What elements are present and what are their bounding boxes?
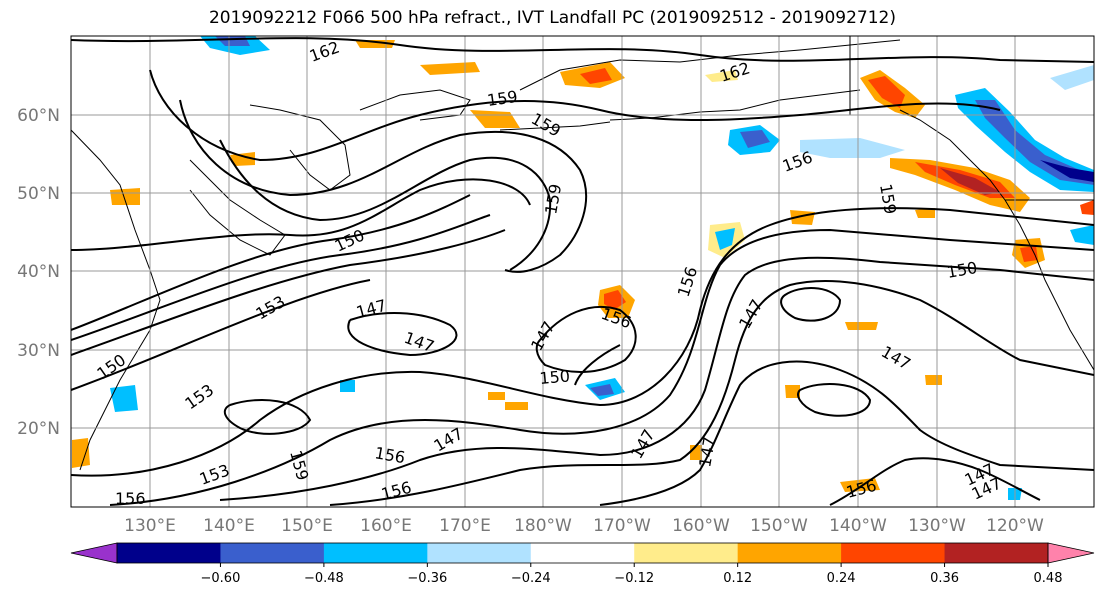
lat-axis: 60°N 50°N 40°N 30°N 20°N <box>17 106 60 439</box>
contour-label: 156 <box>115 489 146 508</box>
lon-label: 140°W <box>829 516 887 536</box>
lon-label: 150°E <box>281 516 333 536</box>
colorbar-tick-label: 0.24 <box>827 571 856 586</box>
contour-label: 159 <box>486 87 519 110</box>
colorbar-tick-label: −0.36 <box>407 571 447 586</box>
colorbar-tick-label: 0.12 <box>723 571 752 586</box>
colorbar-tick-label: 0.48 <box>1034 571 1063 586</box>
map-title: 2019092212 F066 500 hPa refract., IVT La… <box>208 8 896 28</box>
colorbar: −0.60 −0.48 −0.36 −0.24 −0.12 0.12 0.24 0.36 0.4… <box>70 542 1095 586</box>
colorbar-tick-label: −0.48 <box>304 571 344 586</box>
lat-label: 50°N <box>17 184 60 204</box>
colorbar-segment <box>530 543 635 563</box>
height-contours <box>71 37 1094 506</box>
colorbar-segment <box>737 543 842 563</box>
colorbar-extension-high <box>1047 542 1095 564</box>
shaded-anomalies <box>72 36 1094 500</box>
lon-axis: 130°E 140°E 150°E 160°E 170°E 180°W 170°… <box>124 516 1044 536</box>
contour-label: 150 <box>539 366 571 388</box>
colorbar-tick-label: −0.60 <box>201 571 241 586</box>
lon-label: 170°W <box>593 516 651 536</box>
colorbar-segment <box>634 543 739 563</box>
lon-label: 160°W <box>672 516 730 536</box>
lon-label: 150°W <box>750 516 808 536</box>
map-frame <box>70 35 1095 508</box>
lon-label: 130°E <box>124 516 176 536</box>
lon-label: 120°W <box>986 516 1044 536</box>
colorbar-segment <box>220 543 325 563</box>
colorbar-segment <box>841 543 946 563</box>
lat-label: 20°N <box>17 419 60 439</box>
colorbar-segment <box>427 543 532 563</box>
lon-label: 130°W <box>908 516 966 536</box>
colorbar-tick-label: −0.12 <box>614 571 654 586</box>
lon-label: 140°E <box>203 516 255 536</box>
colorbar-segment <box>944 543 1049 563</box>
lat-label: 40°N <box>17 262 60 282</box>
lon-label: 170°E <box>439 516 491 536</box>
lon-label: 180°W <box>514 516 572 536</box>
colorbar-segment <box>323 543 428 563</box>
lon-label: 160°E <box>360 516 412 536</box>
lat-label: 30°N <box>17 341 60 361</box>
lat-label: 60°N <box>17 106 60 126</box>
colorbar-tick-label: 0.36 <box>930 571 959 586</box>
colorbar-outline <box>116 542 1049 564</box>
colorbar-extension-low <box>70 542 118 564</box>
map-plot-area: 162 162 159 159 159 159 159 156 156 156 … <box>71 36 1094 508</box>
gridlines <box>71 36 1094 507</box>
colorbar-segment <box>117 543 221 563</box>
colorbar-tick-label: −0.24 <box>511 571 551 586</box>
